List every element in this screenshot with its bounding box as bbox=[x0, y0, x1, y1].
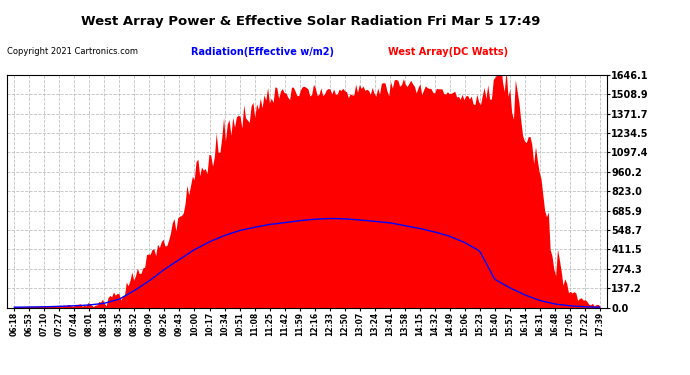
Text: Radiation(Effective w/m2): Radiation(Effective w/m2) bbox=[190, 47, 334, 57]
Text: West Array Power & Effective Solar Radiation Fri Mar 5 17:49: West Array Power & Effective Solar Radia… bbox=[81, 15, 540, 28]
Text: Copyright 2021 Cartronics.com: Copyright 2021 Cartronics.com bbox=[7, 47, 138, 56]
Text: West Array(DC Watts): West Array(DC Watts) bbox=[388, 47, 509, 57]
